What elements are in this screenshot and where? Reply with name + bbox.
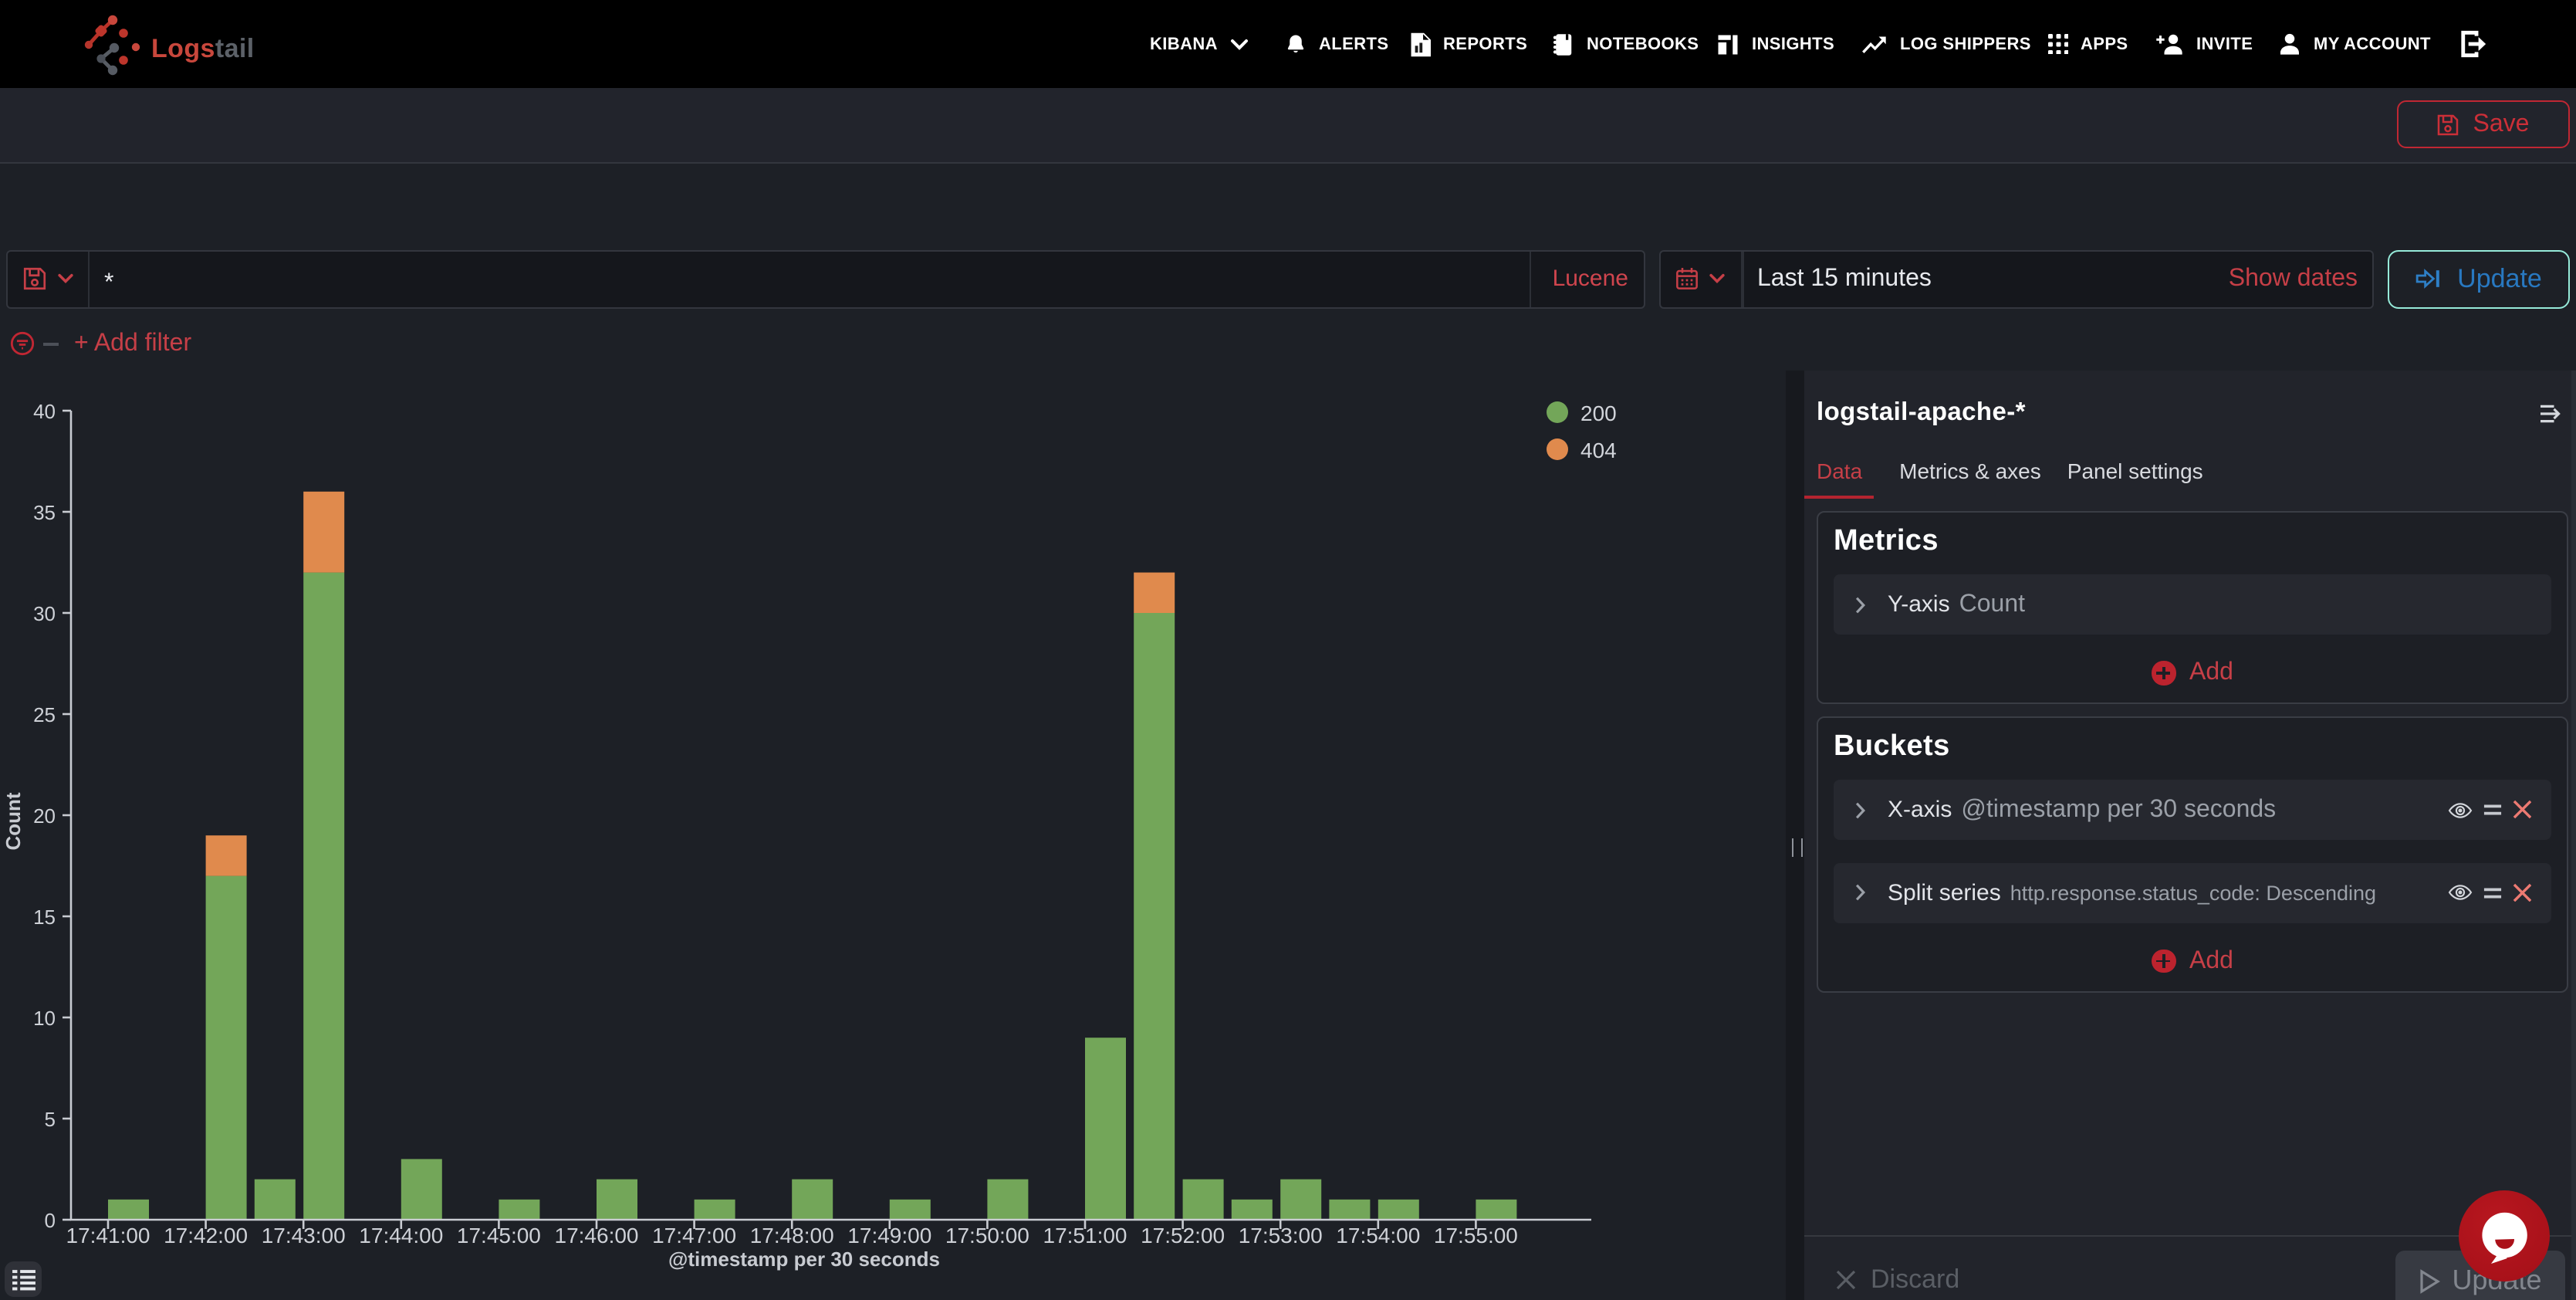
svg-text:17:48:00: 17:48:00 bbox=[750, 1224, 834, 1248]
svg-text:10: 10 bbox=[33, 1007, 56, 1030]
svg-text:15: 15 bbox=[33, 906, 56, 929]
svg-text:404: 404 bbox=[1580, 438, 1617, 462]
svg-text:17:50:00: 17:50:00 bbox=[945, 1224, 1029, 1248]
svg-text:17:47:00: 17:47:00 bbox=[652, 1224, 736, 1248]
svg-text:17:49:00: 17:49:00 bbox=[847, 1224, 931, 1248]
svg-text:17:41:00: 17:41:00 bbox=[66, 1224, 150, 1248]
svg-text:5: 5 bbox=[45, 1108, 56, 1131]
svg-text:30: 30 bbox=[33, 602, 56, 625]
svg-text:17:44:00: 17:44:00 bbox=[359, 1224, 443, 1248]
svg-text:35: 35 bbox=[33, 501, 56, 524]
svg-text:17:46:00: 17:46:00 bbox=[555, 1224, 639, 1248]
svg-text:40: 40 bbox=[33, 400, 56, 423]
svg-text:17:51:00: 17:51:00 bbox=[1043, 1224, 1127, 1248]
svg-text:17:53:00: 17:53:00 bbox=[1239, 1224, 1323, 1248]
svg-text:0: 0 bbox=[45, 1209, 56, 1232]
svg-text:17:54:00: 17:54:00 bbox=[1336, 1224, 1420, 1248]
svg-text:200: 200 bbox=[1580, 401, 1617, 425]
svg-text:25: 25 bbox=[33, 703, 56, 726]
svg-text:20: 20 bbox=[33, 804, 56, 828]
svg-text:17:42:00: 17:42:00 bbox=[164, 1224, 248, 1248]
svg-text:17:45:00: 17:45:00 bbox=[457, 1224, 541, 1248]
svg-text:@timestamp per 30 seconds: @timestamp per 30 seconds bbox=[668, 1248, 940, 1271]
svg-text:17:52:00: 17:52:00 bbox=[1141, 1224, 1225, 1248]
svg-text:17:55:00: 17:55:00 bbox=[1434, 1224, 1518, 1248]
svg-text:Count: Count bbox=[2, 792, 25, 850]
svg-text:17:43:00: 17:43:00 bbox=[262, 1224, 346, 1248]
